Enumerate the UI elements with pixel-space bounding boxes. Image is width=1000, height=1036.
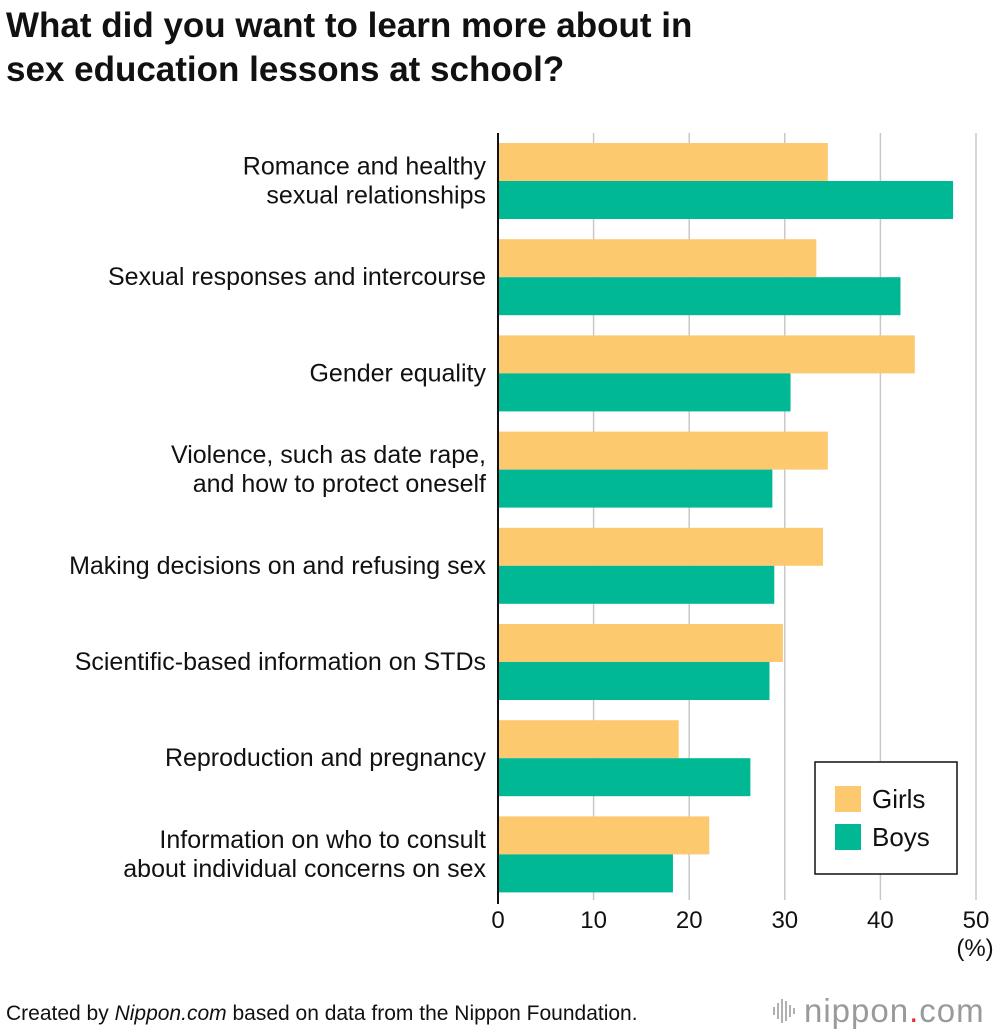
- footer-suffix: based on data from the Nippon Foundation…: [226, 1002, 638, 1025]
- bar-girls-3: [498, 335, 915, 374]
- chart-title: What did you want to learn more about in…: [6, 4, 986, 92]
- legend-swatch-girls: [835, 786, 861, 812]
- x-tick-label-50: 50: [963, 907, 990, 934]
- footer-source-name: Nippon.com: [114, 1002, 227, 1025]
- legend-label-boys: Boys: [872, 822, 930, 852]
- category-label-5: Making decisions on and refusing sex: [69, 552, 486, 580]
- tick-labels: 0 10 20 30 40 50: [491, 907, 989, 934]
- x-tick-label-0: 0: [491, 907, 504, 934]
- brand-dot: .: [909, 992, 920, 1029]
- nippon-logo: nippon.com: [772, 992, 985, 1030]
- source-footer: Created by Nippon.com based on data from…: [6, 1002, 638, 1026]
- bar-girls-6: [498, 624, 783, 662]
- category-label-8: Information on who to consult about indiv…: [123, 826, 486, 883]
- category-label-7: Reproduction and pregnancy: [165, 744, 487, 772]
- legend-swatch-boys: [835, 824, 861, 850]
- footer-prefix: Created by: [6, 1002, 115, 1025]
- category-label-4: Violence, such as date rape, and how to p…: [171, 441, 486, 498]
- x-tick-label-30: 30: [771, 907, 798, 934]
- category-label-3: Gender equality: [309, 359, 486, 387]
- bar-girls-5: [498, 527, 824, 566]
- x-tick-label-20: 20: [676, 907, 703, 934]
- category-label-1: Romance and healthy sexual relationships: [243, 153, 487, 210]
- x-axis-unit-label: (%): [956, 935, 993, 962]
- bar-boys-3: [498, 373, 791, 412]
- bar-girls-7: [498, 720, 679, 759]
- x-tick-label-10: 10: [580, 907, 607, 934]
- bar-boys-5: [498, 565, 775, 604]
- legend-label-girls: Girls: [872, 784, 925, 814]
- bar-boys-2: [498, 277, 901, 316]
- legend-box: [814, 761, 958, 875]
- bar-boys-6: [498, 662, 770, 700]
- brand-name: nippon: [804, 992, 910, 1029]
- bar-girls-2: [498, 239, 817, 278]
- category-label-6: Scientific-based information on STDs: [75, 648, 486, 676]
- sound-wave-icon: [773, 999, 795, 1023]
- bar-boys-7: [498, 758, 751, 797]
- bar-chart: Romance and healthy sexual relationships S…: [69, 133, 994, 962]
- bar-boys-8: [498, 854, 673, 893]
- bar-girls-4: [498, 431, 828, 470]
- category-label-2: Sexual responses and intercourse: [108, 263, 486, 291]
- brand-tld: com: [919, 992, 985, 1029]
- category-labels: Romance and healthy sexual relationships S…: [69, 153, 486, 883]
- legend: Girls Boys: [814, 761, 958, 875]
- bars: [498, 143, 954, 893]
- x-tick-label-40: 40: [867, 907, 894, 934]
- title-line-1: What did you want to learn more about in: [6, 6, 693, 45]
- bar-girls-1: [498, 143, 828, 181]
- bar-girls-8: [498, 816, 710, 855]
- title-line-2: sex education lessons at school?: [6, 50, 565, 89]
- bar-boys-1: [498, 181, 954, 219]
- bar-boys-4: [498, 469, 773, 508]
